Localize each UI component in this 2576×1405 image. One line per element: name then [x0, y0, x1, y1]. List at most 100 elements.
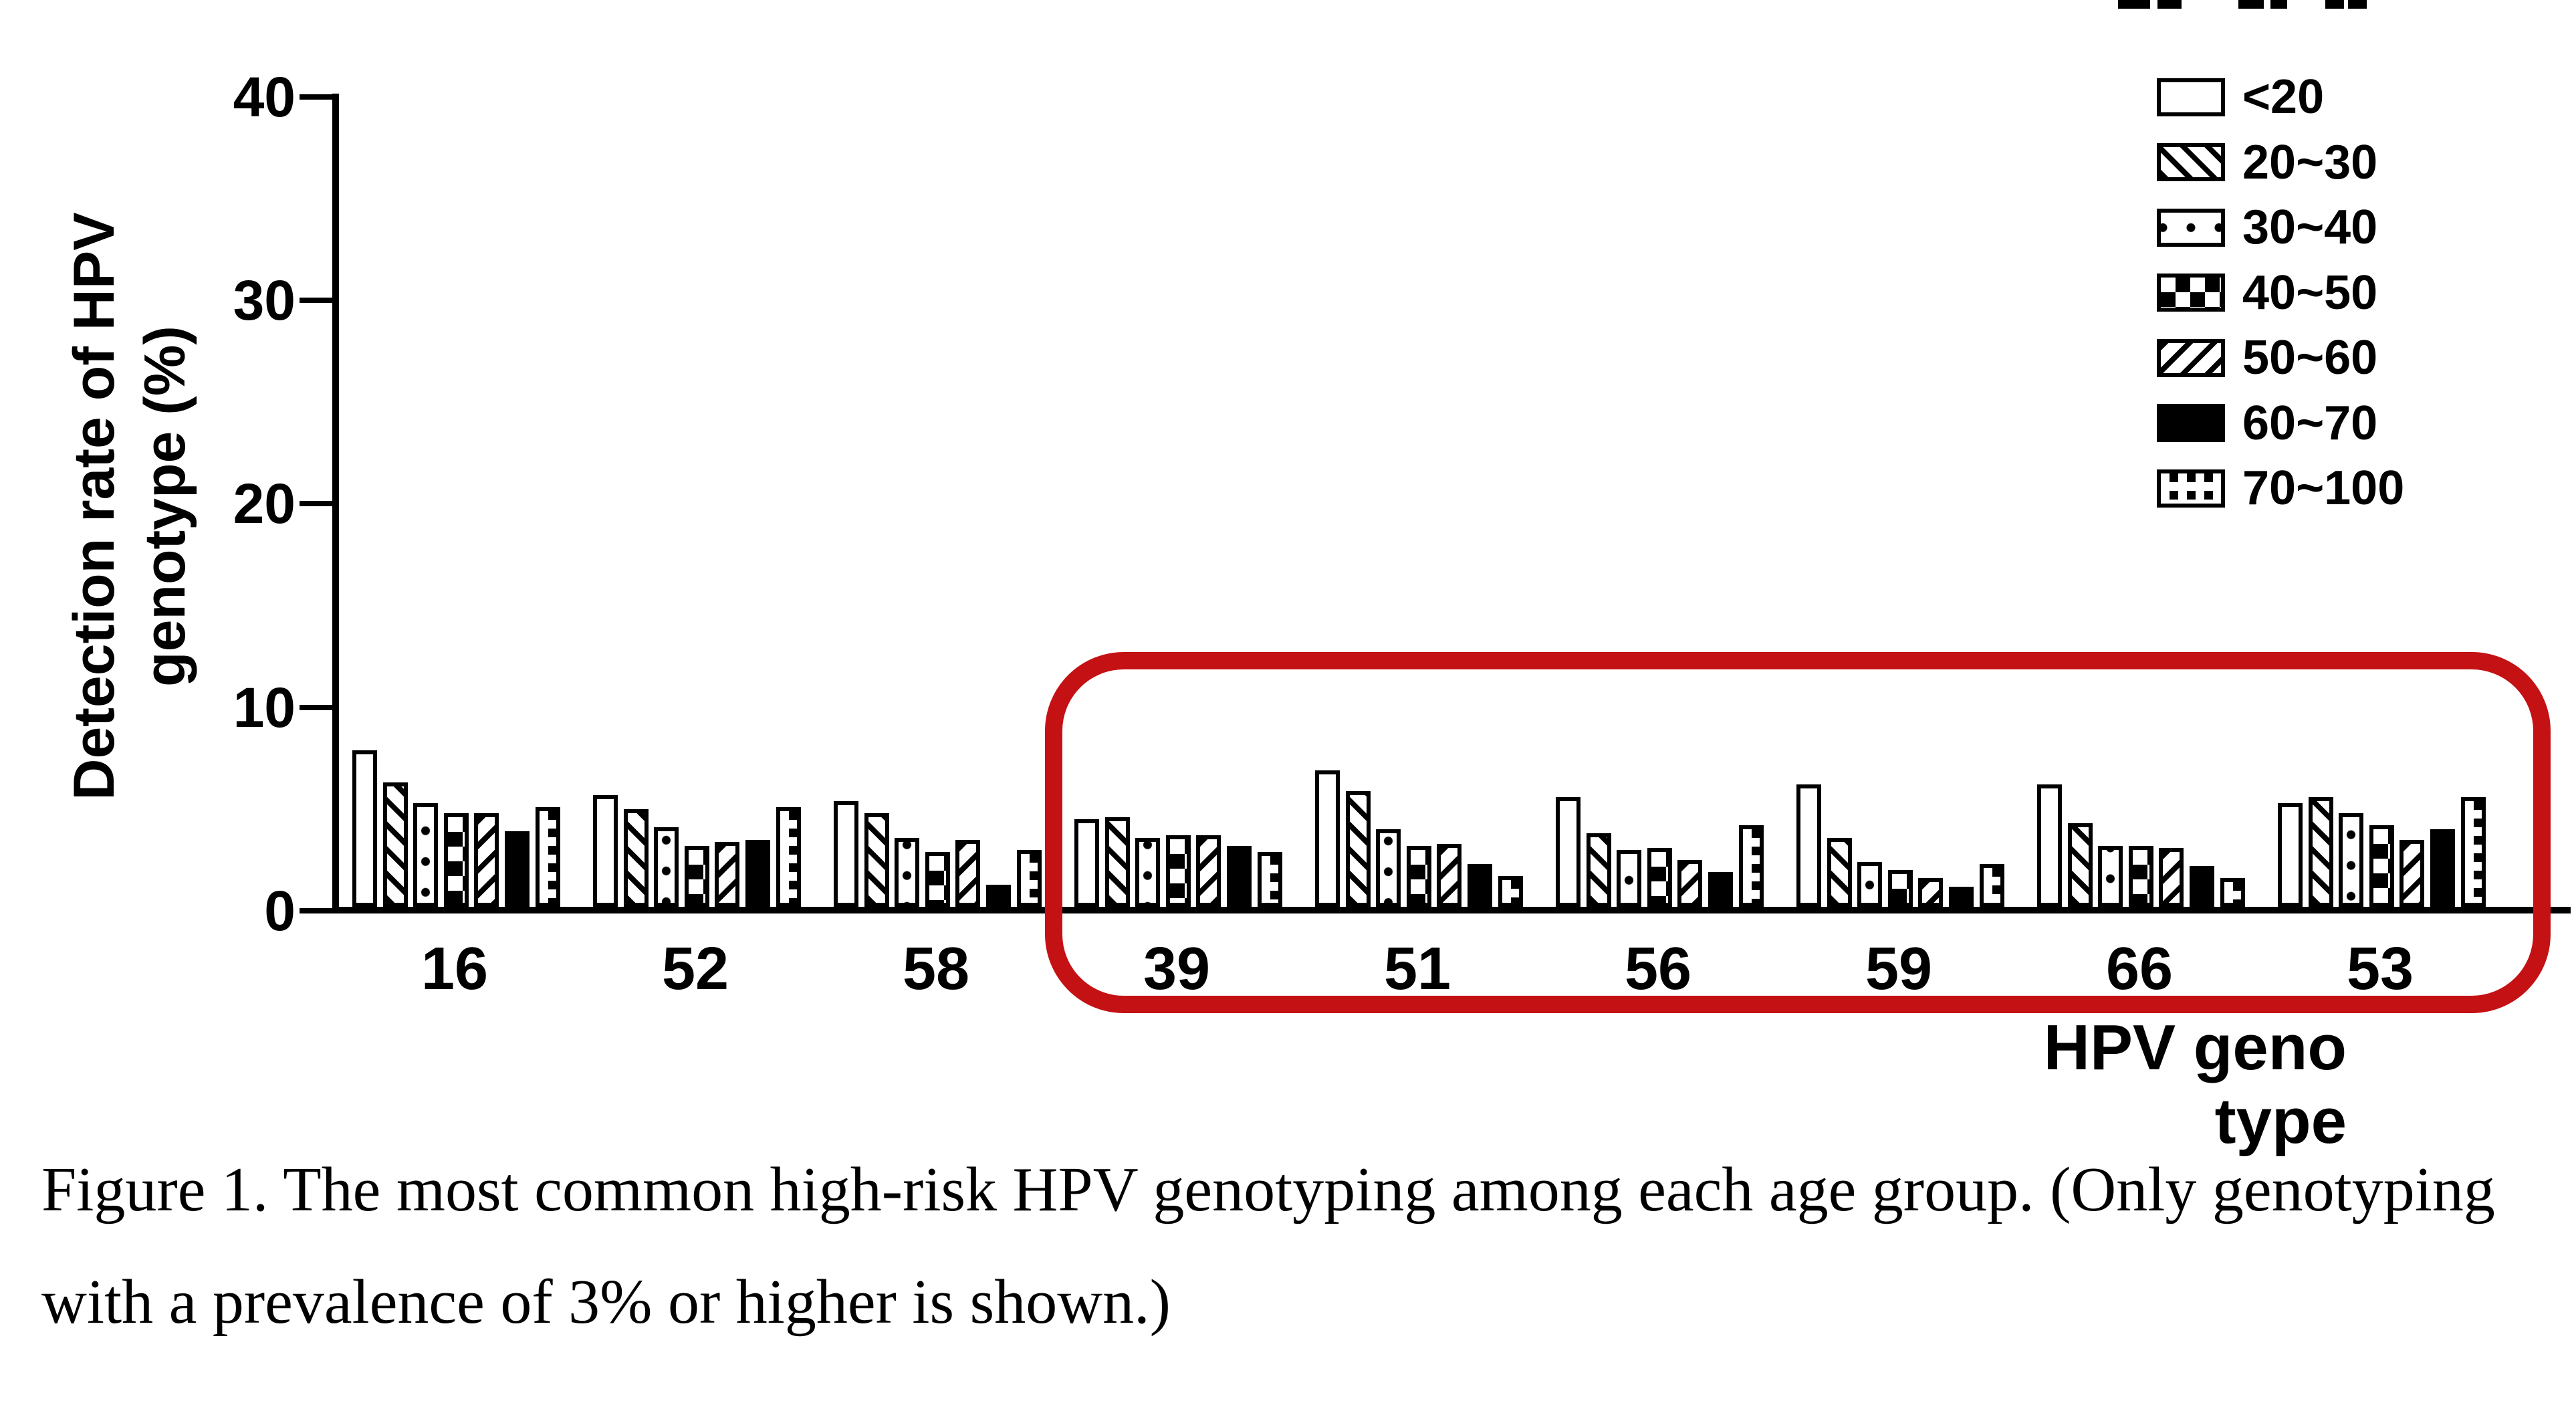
bar-39-70~100	[1257, 851, 1282, 907]
bar-52-50~60	[715, 841, 740, 907]
legend-label: <20	[2242, 70, 2325, 124]
bar-16-<20	[352, 750, 377, 907]
legend-item: 40~50	[2157, 266, 2377, 320]
legend-item: 60~70	[2157, 397, 2377, 450]
legend-label: 40~50	[2242, 265, 2378, 320]
y-tick-mark	[300, 704, 336, 710]
bar-39-60~70	[1227, 845, 1252, 907]
x-label-59: 59	[1865, 936, 1933, 1002]
cropped-glyph-fragment	[2157, 0, 2182, 9]
legend-label: 60~70	[2242, 396, 2378, 450]
bar-53-30~40	[2339, 813, 2364, 907]
bar-52-60~70	[745, 839, 770, 907]
bar-58-40~50	[925, 851, 950, 907]
bar-56-20~30	[1586, 833, 1611, 907]
bar-16-50~60	[474, 813, 499, 907]
bar-39-<20	[1074, 819, 1099, 907]
bar-53-<20	[2278, 802, 2303, 907]
bar-59-70~100	[1979, 864, 2004, 907]
cropped-glyph-fragment	[2348, 0, 2367, 9]
cropped-glyph-fragment	[2270, 0, 2287, 9]
legend-swatch-checker-icon	[2157, 274, 2225, 312]
legend-swatch-hatch-back-icon	[2157, 143, 2225, 181]
bar-39-40~50	[1165, 835, 1191, 907]
y-tick-label: 30	[233, 269, 296, 332]
bar-51-70~100	[1498, 876, 1523, 907]
bar-51-<20	[1315, 770, 1340, 907]
bar-66-70~100	[2220, 878, 2245, 907]
bar-56-70~100	[1738, 825, 1764, 907]
x-label-66: 66	[2105, 936, 2174, 1002]
legend-label: 30~40	[2242, 201, 2378, 254]
legend-label: 50~60	[2242, 331, 2378, 385]
bar-39-20~30	[1104, 817, 1130, 907]
highlight-rectangle	[1045, 652, 2551, 1013]
cropped-glyph-fragment	[2118, 0, 2150, 9]
bar-66-30~40	[2098, 845, 2123, 907]
bar-66-20~30	[2067, 823, 2093, 907]
bar-58-70~100	[1016, 849, 1042, 907]
bar-53-50~60	[2399, 839, 2425, 907]
figure-caption: Figure 1. The most common high-risk HPV …	[41, 1133, 2549, 1358]
bar-52-20~30	[623, 808, 649, 907]
x-label-51: 51	[1383, 936, 1451, 1002]
bar-51-60~70	[1468, 864, 1492, 907]
legend-item: <20	[2157, 70, 2324, 124]
cropped-glyph-fragment	[2325, 0, 2344, 9]
y-tick-label: 10	[233, 675, 296, 739]
bar-16-20~30	[382, 782, 408, 907]
x-label-16: 16	[421, 936, 489, 1002]
bar-66-<20	[2037, 784, 2062, 907]
bar-58-<20	[834, 800, 858, 907]
caption-line2: with a prevalence of 3% or higher is sho…	[41, 1267, 1171, 1337]
y-tick-mark	[300, 501, 336, 507]
legend-swatch-plain-icon	[2157, 78, 2225, 116]
y-tick-label: 20	[233, 472, 296, 536]
bar-66-40~50	[2128, 845, 2153, 907]
x-label-56: 56	[1624, 936, 1692, 1002]
bar-53-40~50	[2369, 825, 2394, 907]
x-label-39: 39	[1143, 936, 1211, 1002]
bar-52-30~40	[654, 827, 679, 907]
bar-58-20~30	[864, 813, 889, 907]
bar-51-50~60	[1437, 843, 1462, 907]
bar-56-60~70	[1708, 872, 1733, 907]
bar-16-40~50	[443, 813, 469, 907]
bar-39-30~40	[1135, 837, 1161, 907]
bar-52-<20	[593, 794, 618, 907]
bar-59-50~60	[1918, 878, 1944, 907]
bar-58-60~70	[986, 884, 1011, 907]
bar-59-<20	[1796, 784, 1821, 907]
y-tick-mark	[300, 298, 336, 304]
bar-53-70~100	[2460, 796, 2486, 907]
bar-56-30~40	[1617, 849, 1642, 907]
bar-53-60~70	[2430, 829, 2455, 907]
legend-swatch-solid-icon	[2157, 404, 2225, 442]
legend-item: 30~40	[2157, 201, 2377, 254]
x-label-58: 58	[902, 936, 970, 1002]
bar-56-40~50	[1647, 847, 1672, 907]
bar-53-20~30	[2308, 796, 2333, 907]
x-axis-title: HPV geno type	[2043, 1012, 2347, 1157]
bar-59-40~50	[1887, 870, 1913, 907]
bar-16-70~100	[535, 806, 560, 907]
bar-39-50~60	[1196, 835, 1221, 907]
bar-66-60~70	[2190, 866, 2214, 907]
bar-59-20~30	[1827, 837, 1852, 907]
bar-56-50~60	[1677, 860, 1703, 907]
caption-line1: Figure 1. The most common high-risk HPV …	[41, 1155, 2495, 1224]
legend-swatch-hatch-fwd-icon	[2157, 338, 2225, 377]
bar-59-30~40	[1857, 862, 1883, 907]
bar-52-40~50	[684, 845, 709, 907]
y-tick-label: 0	[264, 879, 296, 942]
legend-swatch-squares-icon	[2157, 469, 2225, 508]
bar-51-40~50	[1406, 845, 1431, 907]
bar-51-30~40	[1376, 829, 1401, 907]
x-label-53: 53	[2346, 936, 2414, 1002]
y-tick-label: 40	[233, 65, 296, 128]
y-tick-mark	[300, 94, 336, 100]
bar-52-70~100	[776, 806, 801, 907]
bar-56-<20	[1556, 796, 1580, 907]
y-axis-line	[332, 94, 339, 913]
